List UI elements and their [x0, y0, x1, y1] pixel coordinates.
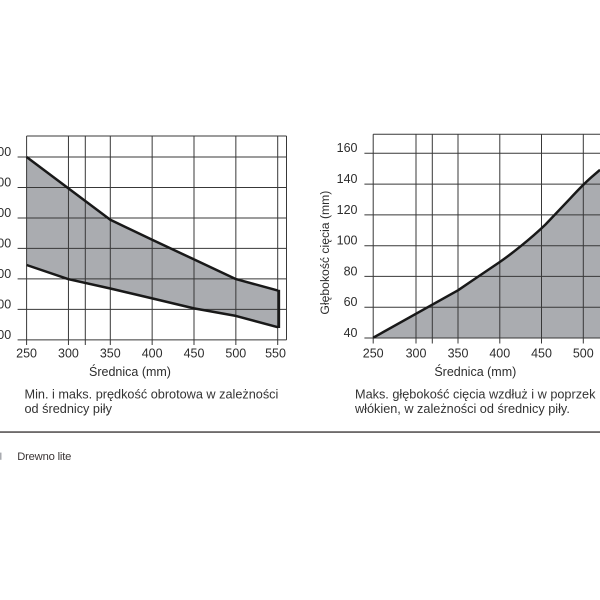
- svg-text:120: 120: [337, 203, 358, 217]
- svg-text:300: 300: [406, 347, 427, 361]
- svg-text:100: 100: [337, 234, 358, 248]
- svg-text:80: 80: [344, 264, 358, 278]
- svg-text:350: 350: [448, 347, 469, 361]
- svg-text:500: 500: [573, 347, 594, 361]
- svg-text:450: 450: [184, 347, 205, 361]
- svg-text:4000: 4000: [0, 267, 11, 281]
- svg-text:40: 40: [344, 326, 358, 340]
- svg-text:400: 400: [489, 347, 510, 361]
- svg-text:od średnicy piły: od średnicy piły: [25, 402, 113, 416]
- svg-text:400: 400: [142, 347, 163, 361]
- svg-text:140: 140: [337, 172, 358, 186]
- svg-text:250: 250: [16, 347, 37, 361]
- svg-text:Drewno lite: Drewno lite: [17, 451, 71, 463]
- svg-text:6000: 6000: [0, 206, 11, 220]
- svg-text:7000: 7000: [0, 176, 11, 190]
- svg-text:Głębokość cięcia (mm): Głębokość cięcia (mm): [318, 191, 332, 315]
- svg-text:włókien, w zależności od średn: włókien, w zależności od średnicy piły.: [354, 402, 570, 416]
- svg-text:2000: 2000: [0, 328, 11, 342]
- svg-text:160: 160: [337, 141, 358, 155]
- svg-text:Min. i maks. prędkość obrotowa: Min. i maks. prędkość obrotowa w zależno…: [25, 387, 279, 401]
- svg-text:Średnica (mm): Średnica (mm): [89, 364, 171, 379]
- svg-text:60: 60: [344, 295, 358, 309]
- svg-text:Średnica (mm): Średnica (mm): [434, 364, 516, 379]
- svg-text:450: 450: [531, 347, 552, 361]
- svg-text:250: 250: [363, 347, 384, 361]
- svg-text:300: 300: [58, 347, 79, 361]
- svg-text:8000: 8000: [0, 145, 11, 159]
- svg-text:550: 550: [265, 347, 286, 361]
- svg-text:3000: 3000: [0, 298, 11, 312]
- svg-text:5000: 5000: [0, 237, 11, 251]
- svg-text:500: 500: [225, 347, 246, 361]
- svg-text:350: 350: [100, 347, 121, 361]
- svg-text:Maks. głębokość cięcia wzdłuż: Maks. głębokość cięcia wzdłuż i w poprze…: [355, 387, 596, 401]
